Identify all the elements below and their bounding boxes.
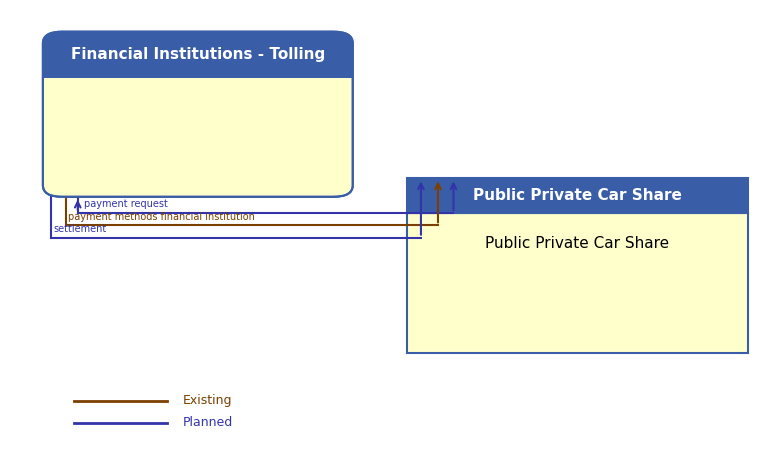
Text: Planned: Planned — [182, 417, 233, 430]
Text: Financial Institutions - Tolling: Financial Institutions - Tolling — [70, 47, 325, 62]
Bar — [407, 178, 748, 213]
FancyBboxPatch shape — [43, 32, 353, 78]
Text: Existing: Existing — [182, 395, 232, 407]
Text: Public Private Car Share: Public Private Car Share — [473, 188, 682, 204]
Text: payment methods financial institution: payment methods financial institution — [68, 212, 255, 222]
Text: settlement: settlement — [53, 225, 106, 234]
Text: Public Private Car Share: Public Private Car Share — [485, 236, 669, 252]
Bar — [407, 213, 748, 353]
Bar — [43, 52, 353, 78]
Text: payment request: payment request — [84, 199, 168, 209]
FancyBboxPatch shape — [43, 32, 353, 197]
